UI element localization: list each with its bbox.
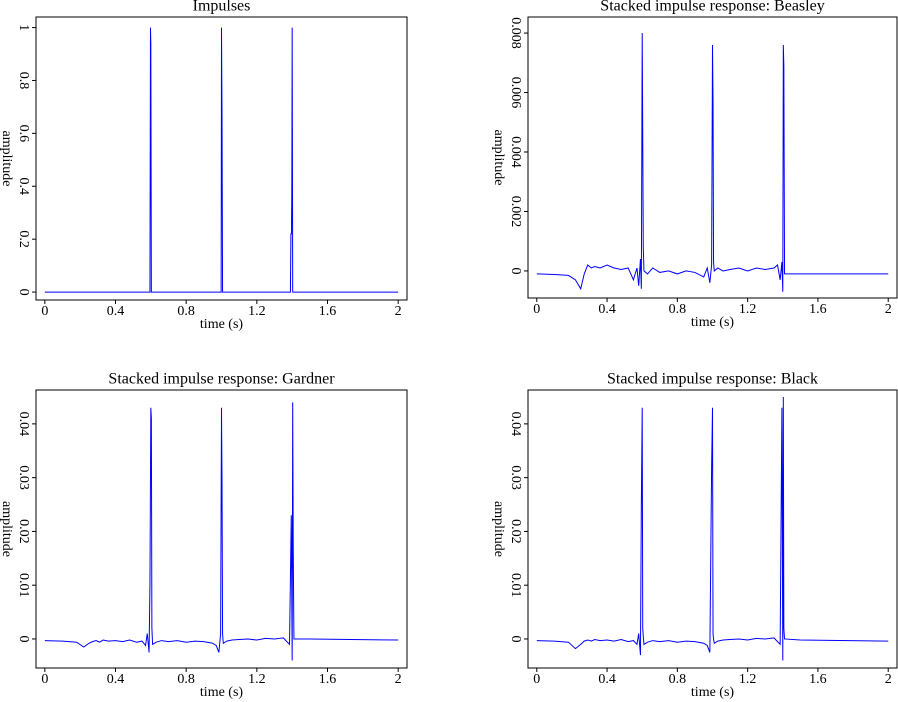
plot-frame <box>35 389 408 669</box>
x-tick-label: 2 <box>885 672 892 687</box>
x-tick-label: 0 <box>533 302 540 317</box>
data-line <box>44 27 399 293</box>
y-tick-label: 0.01 <box>508 573 523 598</box>
plot-frame <box>527 16 898 299</box>
y-tick-label: 0.04 <box>508 412 523 437</box>
y-tick-label: 1 <box>16 24 31 31</box>
chart-title: Stacked impulse response: Gardner <box>108 371 335 388</box>
y-axis-label: amplitude <box>0 131 14 187</box>
x-tick-label: 0.8 <box>669 302 687 317</box>
x-tick-label: 0 <box>41 672 48 687</box>
y-axis-label: amplitude <box>0 501 14 557</box>
x-axis-label: time (s) <box>691 315 734 330</box>
plot-frame <box>527 389 898 669</box>
chart-title: Stacked impulse response: Black <box>607 371 818 388</box>
data-line <box>536 396 889 661</box>
data-line <box>44 402 399 661</box>
x-axis-label: time (s) <box>691 685 734 700</box>
y-tick-label: 0.008 <box>508 17 523 49</box>
y-tick-label: 0.002 <box>508 196 523 228</box>
x-tick-label: 2 <box>395 304 402 319</box>
y-tick-label: 0 <box>16 289 31 296</box>
x-tick-label: 2 <box>885 302 892 317</box>
x-tick-label: 1.6 <box>809 672 827 687</box>
y-tick-label: 0.4 <box>16 178 31 196</box>
y-tick-label: 0.6 <box>16 125 31 143</box>
y-tick-label: 0 <box>508 635 523 642</box>
y-tick-label: 0.01 <box>16 573 31 598</box>
x-tick-label: 0.8 <box>669 672 687 687</box>
x-tick-label: 1.6 <box>809 302 827 317</box>
x-tick-label: 0 <box>41 304 48 319</box>
x-tick-label: 0.4 <box>107 304 125 319</box>
plot-frame <box>35 16 408 301</box>
chart-title: Stacked impulse response: Beasley <box>600 0 824 15</box>
x-tick-label: 1.6 <box>319 304 337 319</box>
y-tick-label: 0.02 <box>16 519 31 544</box>
x-axis-label: time (s) <box>200 317 243 332</box>
data-line <box>536 33 889 292</box>
x-tick-label: 0.4 <box>107 672 125 687</box>
x-tick-label: 0.8 <box>177 672 195 687</box>
y-tick-label: 0.02 <box>508 519 523 544</box>
chart-title: Impulses <box>193 0 251 15</box>
x-tick-label: 0 <box>533 672 540 687</box>
y-tick-label: 0.8 <box>16 72 31 90</box>
y-tick-label: 0 <box>508 267 523 274</box>
y-axis-label: amplitude <box>491 130 506 186</box>
x-tick-label: 2 <box>395 672 402 687</box>
x-axis-label: time (s) <box>200 685 243 700</box>
x-tick-label: 1.2 <box>248 672 266 687</box>
x-tick-label: 1.2 <box>739 302 757 317</box>
y-tick-label: 0.2 <box>16 230 31 248</box>
y-tick-label: 0.04 <box>16 412 31 437</box>
y-tick-label: 0.03 <box>16 465 31 490</box>
x-tick-label: 1.6 <box>319 672 337 687</box>
y-tick-label: 0 <box>16 635 31 642</box>
x-tick-label: 0.8 <box>177 304 195 319</box>
x-tick-label: 0.4 <box>598 672 616 687</box>
x-tick-label: 1.2 <box>739 672 757 687</box>
y-tick-label: 0.006 <box>508 77 523 109</box>
y-tick-label: 0.004 <box>508 136 523 168</box>
y-tick-label: 0.03 <box>508 465 523 490</box>
x-tick-label: 1.2 <box>248 304 266 319</box>
y-axis-label: amplitude <box>491 501 506 557</box>
x-tick-label: 0.4 <box>598 302 616 317</box>
